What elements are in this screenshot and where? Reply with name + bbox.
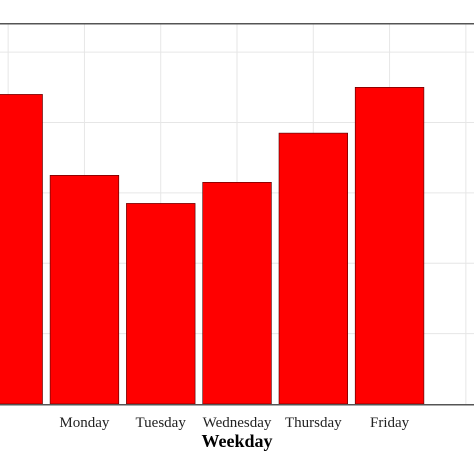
x-axis-title: Weekday (201, 431, 272, 451)
plot-frame-bottom (0, 404, 474, 406)
x-tick-labels: Monday Tuesday Wednesday Thursday Friday (59, 415, 409, 431)
bar-tuesday (126, 203, 196, 405)
bar-partial-0 (0, 94, 43, 405)
bars (0, 87, 425, 405)
x-tick-label: Monday (59, 415, 109, 431)
bar-thursday (278, 132, 348, 405)
bar-wednesday (202, 182, 272, 405)
x-tick-label: Thursday (285, 415, 342, 431)
x-tick-label: Friday (370, 415, 410, 431)
x-tick-label: Tuesday (136, 415, 187, 431)
x-tick-label: Wednesday (203, 415, 272, 431)
plot-frame-top (0, 23, 474, 25)
bar-friday (354, 87, 425, 405)
bar-monday (49, 175, 120, 405)
